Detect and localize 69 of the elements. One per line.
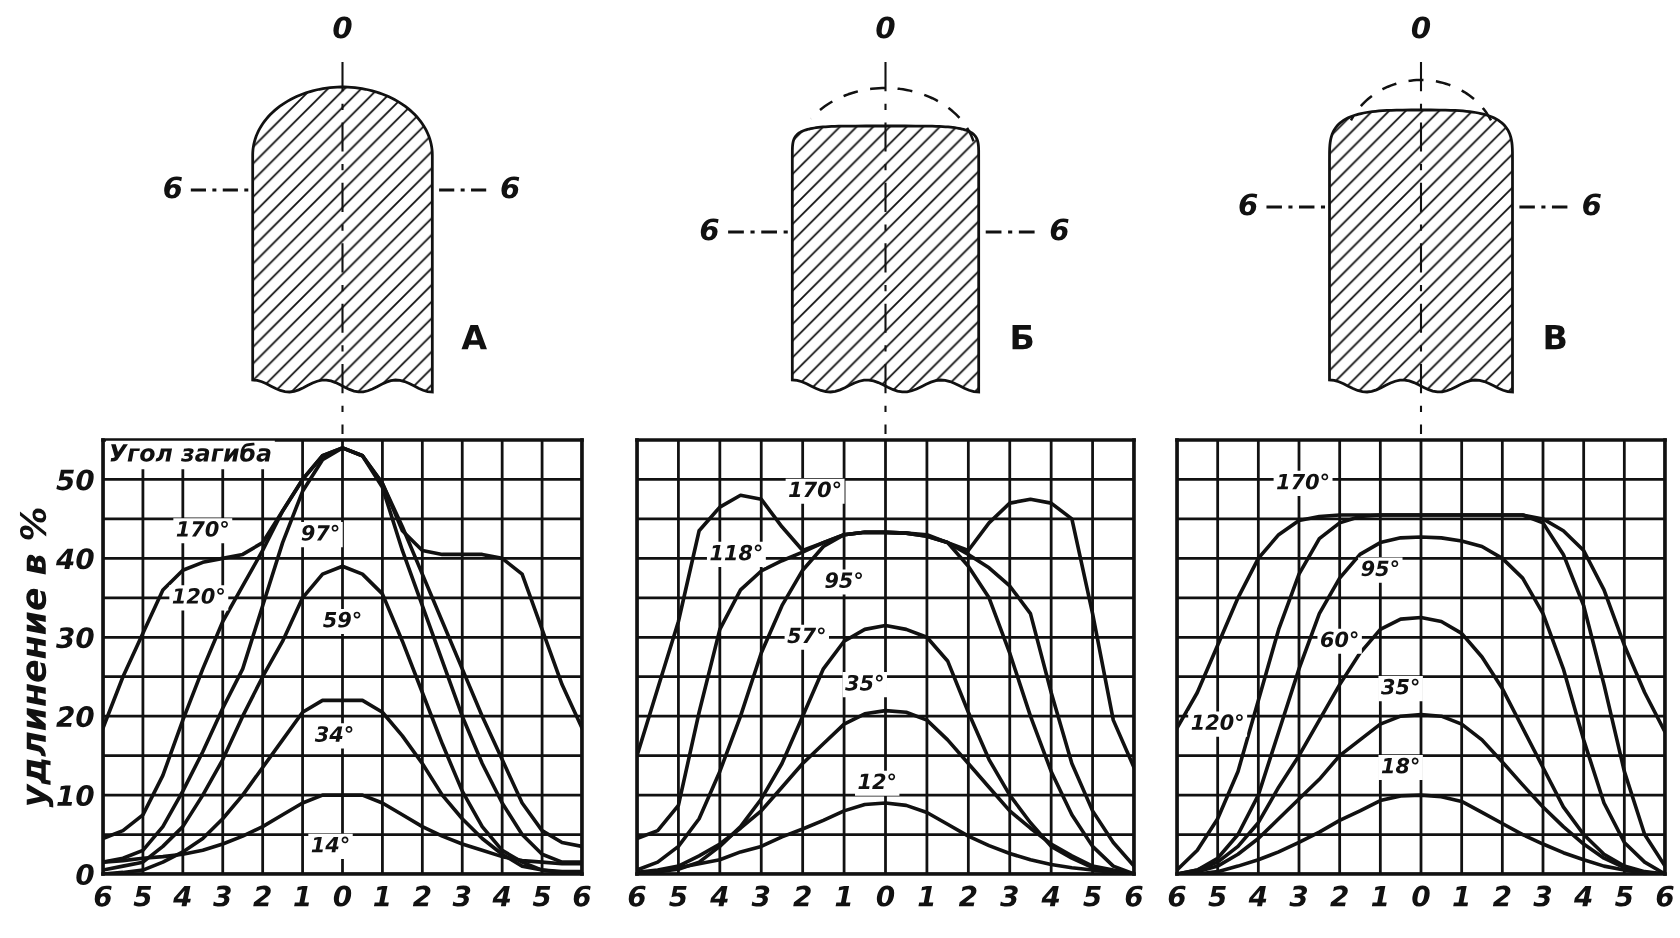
text: 0 <box>1411 16 1431 39</box>
x-tick-label: 5 <box>1083 885 1101 907</box>
series-label: 170° <box>1277 473 1329 490</box>
x-tick-label: 2 <box>958 885 977 907</box>
x-tick-label: 3 <box>1000 885 1018 907</box>
x-tick-label: 2 <box>793 885 811 907</box>
x-tick-label: 1 <box>1453 885 1469 907</box>
x-tick-label: 6 <box>94 885 112 907</box>
series-label: 59° <box>323 611 361 628</box>
x-tick-label: 4 <box>1248 885 1267 907</box>
text: 6 <box>1583 193 1601 216</box>
y-tick-label: 0 <box>76 863 94 885</box>
y-tick-label: 20 <box>56 706 94 728</box>
x-tick-label: 0 <box>876 885 895 907</box>
y-tick-label: 30 <box>56 627 94 649</box>
x-tick-label: 2 <box>253 885 271 907</box>
x-tick-label: 3 <box>1533 885 1552 907</box>
x-tick-label: 5 <box>669 885 687 907</box>
x-tick-label: 2 <box>1492 885 1511 907</box>
x-tick-label: 3 <box>213 885 231 907</box>
y-tick-label: 10 <box>57 785 94 807</box>
text: 6 <box>1239 193 1258 216</box>
text: 6 <box>700 218 719 241</box>
x-tick-label: 1 <box>1371 885 1387 907</box>
x-tick-label: 6 <box>628 885 646 907</box>
x-tick-label: 6 <box>573 885 591 907</box>
series-label: 34° <box>314 726 353 742</box>
x-tick-label: 6 <box>1656 885 1674 907</box>
x-tick-label: 1 <box>373 885 389 907</box>
x-tick-label: 5 <box>1208 885 1226 907</box>
x-tick-label: 5 <box>1615 885 1633 907</box>
series-label: 170° <box>789 481 841 498</box>
x-tick-label: 5 <box>532 885 551 907</box>
y-tick-label: 50 <box>56 469 94 491</box>
x-tick-label: 4 <box>710 885 728 907</box>
chart-title: В <box>1545 324 1566 350</box>
x-tick-label: 4 <box>492 885 511 907</box>
text: 6 <box>1050 218 1069 241</box>
text: 6 <box>164 176 182 199</box>
x-tick-label: 6 <box>1125 885 1143 907</box>
series-label: 95° <box>825 572 862 589</box>
text: 0 <box>333 16 352 39</box>
text: 0 <box>876 16 895 39</box>
x-tick-label: 1 <box>294 885 309 907</box>
x-tick-label: 0 <box>1412 885 1430 907</box>
x-tick-label: 1 <box>918 885 934 907</box>
x-tick-label: 2 <box>412 885 431 907</box>
x-tick-label: 0 <box>333 885 352 907</box>
series-label: 118° <box>710 544 762 561</box>
x-tick-label: 1 <box>835 885 851 907</box>
series-label: 170° <box>176 520 228 537</box>
x-tick-label: 4 <box>1041 885 1060 907</box>
chart-title: А <box>461 324 487 350</box>
series-label: 14° <box>311 836 349 853</box>
x-tick-label: 2 <box>1330 885 1348 907</box>
x-tick-label: 6 <box>1168 885 1186 907</box>
legend-title: Угол загиба <box>110 442 271 462</box>
text: 6 <box>501 176 520 199</box>
chart-title: Б <box>1012 324 1033 350</box>
series-label: 120° <box>172 587 224 604</box>
x-tick-label: 4 <box>1573 885 1592 907</box>
y-tick-label: 40 <box>55 548 94 570</box>
y-axis-title: удлинение в % <box>19 508 54 808</box>
x-tick-label: 3 <box>452 885 471 907</box>
x-tick-label: 3 <box>1289 885 1308 907</box>
x-tick-label: 4 <box>173 885 191 907</box>
series-label: 97° <box>301 524 339 541</box>
x-tick-label: 3 <box>751 885 770 907</box>
x-tick-label: 5 <box>133 885 152 907</box>
